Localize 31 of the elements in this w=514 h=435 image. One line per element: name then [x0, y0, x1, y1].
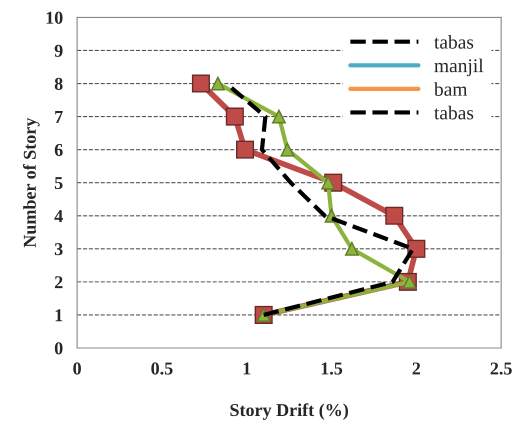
- legend-label: tabas: [434, 106, 474, 120]
- point: [226, 108, 244, 126]
- point: [192, 74, 210, 93]
- y-tick-label: 1: [56, 309, 62, 322]
- point: [210, 76, 225, 90]
- y-tick-label: 4: [54, 210, 63, 222]
- point: [272, 110, 286, 124]
- y-tick-label: 7: [55, 111, 63, 123]
- y-tick-label: 10: [46, 12, 63, 24]
- legend-label: tabas: [434, 35, 474, 49]
- x-tick-label: 0.5: [151, 362, 173, 375]
- x-tick-label: 0: [73, 362, 81, 375]
- y-axis-title: Number of Story: [22, 118, 40, 248]
- y-tick-label: 8: [54, 78, 63, 90]
- point: [385, 206, 404, 225]
- point: [344, 242, 359, 256]
- y-tick-label: 0: [54, 342, 63, 354]
- point: [280, 142, 294, 157]
- x-tick-label: 1.5: [322, 362, 342, 375]
- y-tick-label: 5: [54, 177, 63, 190]
- y-tick-label: 6: [54, 144, 63, 156]
- y-tick-label: 3: [54, 243, 63, 256]
- y-tick-label: 9: [54, 44, 63, 57]
- x-tick-label: 2.5: [490, 362, 512, 375]
- point: [236, 140, 254, 159]
- legend-label: manjil: [434, 58, 484, 76]
- x-tick-label: 1: [244, 362, 250, 374]
- legend-label: bam: [434, 82, 468, 96]
- x-tick-label: 2: [412, 362, 420, 374]
- x-axis-title: Story Drift (%): [230, 403, 348, 420]
- y-tick-label: 2: [54, 276, 62, 288]
